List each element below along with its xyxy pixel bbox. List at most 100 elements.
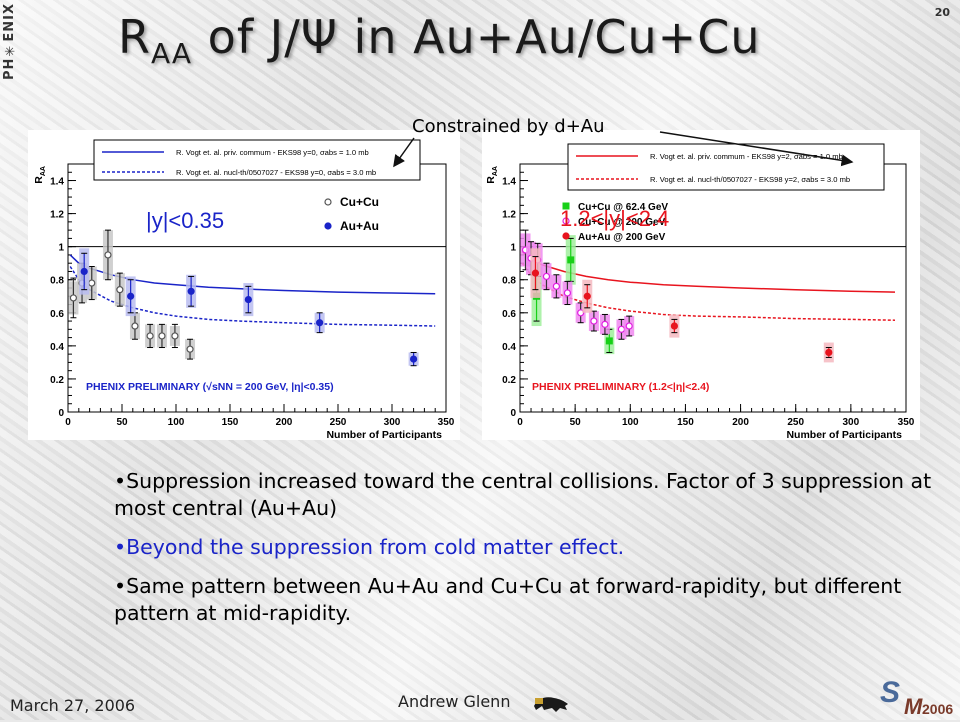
legend-marker-label: Au+Au [340,219,379,233]
legend-line-label: R. Vogt et. al. priv. commum - EKS98 y=0… [176,148,369,157]
footer-date: March 27, 2006 [10,696,136,715]
x-tick-label: 50 [570,417,582,428]
y-tick-label: 0 [510,408,516,419]
x-tick-label: 350 [438,417,455,428]
data-point [605,337,613,345]
x-tick-label: 0 [65,417,71,428]
data-point [590,317,598,325]
phenix-logo: PH✳ENIX [2,2,17,80]
y-tick-label: 0.4 [50,342,64,353]
data-point [825,348,833,357]
legend-marker [324,222,332,230]
y-tick-label: 1.2 [502,210,516,221]
region-label-right: 1.2<|y|<2.4 [560,206,670,231]
x-tick-label: 0 [517,417,523,428]
y-axis-label-subscript: AA [40,166,47,176]
data-point [552,282,560,290]
model-curve-1 [521,251,896,293]
y-tick-label: 0.2 [50,375,64,386]
legend-marker [324,198,332,206]
chart-left-midrapidity: 0 0.2 0.4 0.6 0.8 1 1.2 1.4 0 50 100 150 200 250 300 35… [28,130,460,440]
data-point [625,322,633,330]
model-legend-box [93,139,421,181]
x-tick-label: 200 [276,417,293,428]
data-point [171,332,179,340]
legend-marker [562,202,570,210]
legend-line-label: R. Vogt et. al. nucl-th/0507027 - EKS98 … [176,168,376,177]
title-rest: of J/Ψ in Au+Au/Cu+Cu [192,10,761,64]
x-tick-label: 50 [116,417,128,428]
bullet-list: •Suppression increased toward the centra… [114,468,934,639]
data-point [563,289,572,297]
legend-marker [562,217,570,225]
x-tick-label: 150 [222,417,239,428]
y-tick-label: 0.2 [502,375,516,386]
y-tick-label: 0.4 [502,342,516,353]
x-tick-label: 150 [677,417,694,428]
y-tick-label: 1.4 [502,177,516,188]
data-point [104,251,112,259]
svg-text:M: M [904,694,923,718]
buffalo-logo-icon [534,697,568,712]
footer-author: Andrew Glenn [398,692,511,711]
data-point [244,295,252,304]
data-point [158,332,166,340]
x-axis-label: Number of Participants [326,429,442,440]
bullet-3: •Same pattern between Au+Au and Cu+Cu at… [114,574,902,625]
legend-marker [562,232,570,240]
data-point [601,320,609,328]
data-point [567,256,575,264]
sqm-year: 2006 [922,701,953,717]
data-point [187,287,195,295]
data-point [670,322,678,330]
data-point [69,294,78,302]
data-point [410,355,418,363]
model-curve-2 [521,262,896,321]
data-point [146,332,154,340]
svg-text:S: S [880,676,900,709]
data-point [542,272,551,281]
legend-marker-label: Cu+Cu @ 200 GeV [578,217,666,228]
x-axis-label: Number of Participants [786,429,902,440]
title-main: R [118,10,151,64]
data-point [617,325,626,333]
legend-line-label: R. Vogt et. al. nucl-th/0507027 - EKS98 … [650,175,850,184]
legend-marker-label: Cu+Cu @ 62.4 GeV [578,202,668,213]
y-tick-label: 0.6 [502,309,516,320]
y-tick-label: 0 [58,408,64,419]
legend-marker-label: Au+Au @ 200 GeV [578,232,666,243]
x-tick-label: 250 [787,417,804,428]
data-point [583,292,591,300]
y-tick-label: 1.2 [50,210,64,221]
x-tick-label: 250 [330,417,347,428]
legend-marker-label: Cu+Cu [340,195,379,209]
annotation-note: Constrained by d+Au [412,116,605,137]
bullet-1: •Suppression increased toward the centra… [114,469,932,520]
y-tick-label: 0.6 [50,309,64,320]
slide-number: 20 [934,6,950,19]
preliminary-label: PHENIX PRELIMINARY (1.2<|η|<2.4) [532,381,709,393]
x-tick-label: 100 [622,417,639,428]
x-tick-label: 300 [384,417,401,428]
legend-line-label: R. Vogt et. al. priv. commum - EKS98 y=2… [650,152,843,161]
data-point [531,269,540,277]
y-axis-label: RAA [33,166,47,184]
data-point [116,286,124,294]
data-point [88,279,96,287]
title-subscript: AA [150,37,193,70]
x-tick-label: 100 [168,417,185,428]
sqm2006-logo: S M 2006 [876,672,956,719]
region-label-left: |y|<0.35 [146,208,225,233]
data-point [131,322,139,330]
y-tick-label: 1 [510,243,516,254]
y-tick-label: 1 [58,243,64,254]
y-axis-label: RAA [485,166,499,184]
preliminary-label: PHENIX PRELIMINARY (√sNN = 200 GeV, |η|<… [86,381,334,393]
data-point [127,292,135,300]
y-axis-label-subscript: AA [492,166,499,176]
x-tick-label: 200 [732,417,749,428]
slide-title: RAA of J/Ψ in Au+Au/Cu+Cu [118,10,760,70]
x-tick-label: 350 [898,417,915,428]
y-tick-label: 1.4 [50,177,64,188]
chart-right-forward-rapidity: 0 0.2 0.4 0.6 0.8 1 1.2 1.4 0 50 100 150 200 250 300 35… [482,130,920,440]
